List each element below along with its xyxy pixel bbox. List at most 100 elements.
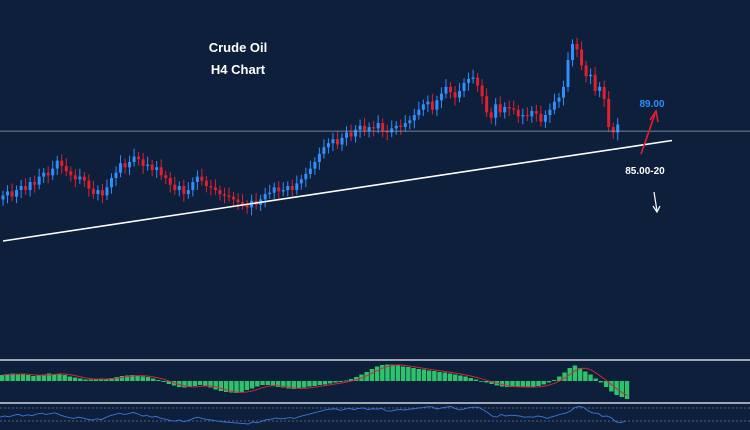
candle-body	[173, 184, 177, 191]
candle-body	[114, 172, 118, 179]
candle-body	[552, 101, 556, 110]
candle-body	[489, 112, 493, 118]
candle-body	[345, 132, 349, 138]
macd-histogram-bar	[98, 378, 104, 381]
candle-body	[96, 190, 100, 195]
candle-body	[155, 167, 159, 170]
candle-body	[444, 86, 448, 94]
candle-body	[227, 195, 231, 197]
candle-body	[263, 194, 267, 200]
candle-body	[584, 65, 588, 77]
candle-body	[304, 173, 308, 180]
candle-body	[435, 100, 439, 110]
rsi-line	[0, 405, 626, 425]
macd-histogram-bar	[479, 381, 484, 382]
candle-body	[232, 196, 236, 200]
candle-body	[146, 164, 150, 166]
candle-body	[109, 178, 113, 188]
candle-body	[439, 93, 443, 101]
candle-body	[372, 127, 376, 129]
candle-body	[55, 160, 59, 169]
macd-histogram-bar	[525, 381, 531, 388]
macd-histogram-bar	[411, 368, 416, 381]
candle-body	[516, 109, 520, 117]
macd-histogram-bar	[354, 377, 359, 381]
macd-histogram-bar	[124, 375, 130, 381]
candle-body	[37, 176, 41, 185]
candle-body	[616, 124, 620, 133]
macd-histogram-bar	[26, 375, 31, 381]
candle-body	[349, 132, 353, 137]
candle-body	[571, 44, 575, 61]
macd-histogram-bar	[499, 381, 505, 387]
macd-histogram-bar	[328, 381, 333, 384]
candle-body	[87, 180, 91, 189]
candle-body	[471, 77, 475, 79]
macd-histogram-bar	[557, 376, 562, 381]
candle-body	[421, 104, 425, 110]
macd-histogram-bar	[203, 381, 208, 386]
candle-body	[485, 96, 489, 113]
candle-body	[426, 101, 430, 105]
macd-histogram-bar	[301, 381, 307, 388]
candle-body	[6, 191, 10, 196]
macd-histogram-bar	[62, 375, 67, 381]
macd-histogram-bar	[78, 378, 83, 381]
candle-body	[290, 186, 294, 191]
macd-histogram-bar	[192, 381, 198, 386]
macd-histogram-bar	[603, 381, 609, 387]
candle-body	[480, 85, 484, 97]
candle-body	[209, 186, 213, 188]
candle-body	[218, 190, 222, 195]
macd-histogram-bar	[166, 381, 172, 384]
candle-body	[281, 190, 285, 192]
macd-histogram-bar	[473, 379, 479, 381]
candle-body	[611, 127, 615, 133]
candle-body	[530, 111, 534, 117]
macd-histogram-bar	[312, 381, 317, 386]
macd-histogram-bar	[0, 375, 5, 381]
macd-histogram-bar	[588, 374, 593, 381]
macd-histogram-bar	[322, 381, 328, 385]
candle-body	[150, 164, 154, 170]
macd-histogram-bar	[468, 378, 474, 381]
macd-histogram-bar	[213, 381, 218, 390]
candle-body	[385, 131, 389, 133]
candle-body	[60, 160, 64, 166]
up-arrow-head	[649, 108, 659, 123]
candle-body	[390, 128, 394, 133]
candle-body	[543, 115, 547, 122]
candle-body	[534, 111, 538, 114]
candle-body	[42, 172, 46, 177]
candle-body	[132, 156, 136, 162]
macd-histogram-bar	[505, 381, 510, 387]
candle-body	[241, 202, 245, 205]
macd-histogram-bar	[93, 379, 99, 381]
candle-body	[367, 127, 371, 132]
macd-histogram-bar	[385, 364, 390, 381]
candle-body	[186, 190, 190, 195]
macd-histogram-bar	[239, 381, 244, 392]
candle-body	[602, 86, 606, 99]
candle-body	[141, 159, 145, 166]
candle-body	[245, 204, 249, 208]
macd-histogram-bar	[150, 378, 156, 381]
candle-body	[123, 163, 127, 168]
macd-histogram-bar	[489, 381, 494, 384]
macd-histogram-bar	[234, 381, 239, 393]
macd-histogram-bar	[281, 381, 286, 388]
candle-body	[164, 175, 168, 179]
candle-body	[381, 123, 385, 132]
candle-body	[363, 125, 367, 132]
macd-histogram-bar	[291, 381, 296, 389]
candle-body	[476, 77, 480, 86]
macd-signal-line	[2, 364, 628, 397]
candle-body	[195, 176, 199, 183]
macd-histogram-bar	[374, 366, 380, 381]
macd-histogram-bar	[437, 372, 442, 381]
candle-body	[598, 86, 602, 91]
candle-body	[403, 123, 407, 128]
candle-body	[503, 106, 507, 113]
